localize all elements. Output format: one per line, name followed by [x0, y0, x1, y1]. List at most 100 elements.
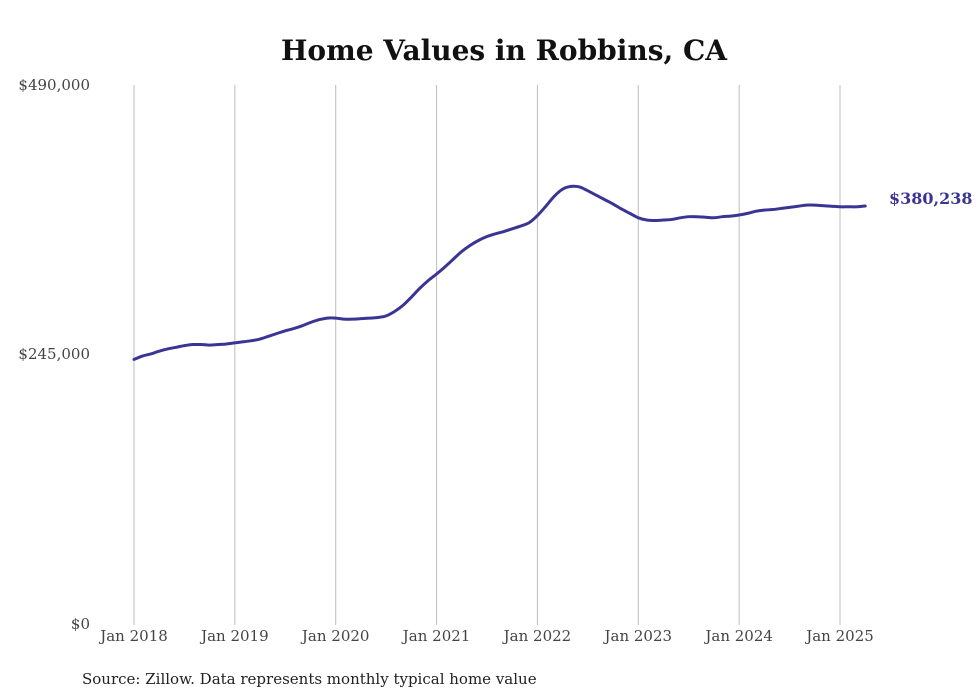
x-tick-label-2024-01: Jan 2024 — [703, 627, 773, 645]
data-point-2020-08 — [393, 310, 396, 313]
data-point-2020-10 — [410, 296, 413, 299]
data-point-2021-10 — [511, 227, 514, 230]
data-point-2018-09 — [200, 343, 203, 346]
x-tick-label-2020-01: Jan 2020 — [300, 627, 370, 645]
data-point-2022-04 — [561, 188, 564, 191]
data-point-2023-04 — [662, 219, 665, 222]
chart-title: Home Values in Robbins, CA — [281, 34, 728, 67]
data-point-2020-06 — [376, 316, 379, 319]
data-point-2024-08 — [796, 205, 799, 208]
data-point-2022-07 — [586, 189, 589, 192]
data-point-2020-07 — [385, 314, 388, 317]
data-point-2019-04 — [259, 338, 262, 341]
data-point-2025-04 — [864, 204, 867, 207]
data-point-2022-03 — [553, 195, 556, 198]
data-point-2021-01 — [435, 273, 438, 276]
x-tick-label-2019-01: Jan 2019 — [199, 627, 269, 645]
data-point-2018-12 — [225, 342, 228, 345]
data-point-2025-02 — [847, 205, 850, 208]
data-point-2021-07 — [486, 235, 489, 238]
data-point-2019-08 — [292, 327, 295, 330]
data-point-2019-11 — [317, 318, 320, 321]
data-point-2022-08 — [595, 194, 598, 197]
data-point-2018-07 — [183, 344, 186, 347]
data-point-2019-02 — [242, 340, 245, 343]
data-point-2020-01 — [334, 317, 337, 320]
data-point-2018-11 — [217, 343, 220, 346]
data-point-2024-01 — [738, 214, 741, 217]
data-point-2021-08 — [494, 232, 497, 235]
data-point-2023-02 — [645, 219, 648, 222]
data-point-2020-05 — [368, 317, 371, 320]
data-point-2019-09 — [301, 324, 304, 327]
series-layer — [132, 184, 867, 361]
data-point-2020-02 — [343, 318, 346, 321]
data-point-2018-04 — [158, 350, 161, 353]
x-tick-label-2025-01: Jan 2025 — [804, 627, 874, 645]
data-point-2023-01 — [637, 216, 640, 219]
data-point-2022-02 — [544, 205, 547, 208]
data-point-2022-06 — [578, 185, 581, 188]
data-point-2021-11 — [519, 225, 522, 228]
data-point-2023-11 — [721, 215, 724, 218]
data-point-2019-03 — [250, 339, 253, 342]
data-point-2023-06 — [679, 216, 682, 219]
data-point-2022-01 — [536, 214, 539, 217]
end-value-label: $380,238 — [889, 189, 973, 208]
y-tick-label-490000: $490,000 — [18, 76, 90, 94]
data-point-2024-04 — [763, 209, 766, 212]
data-point-2020-11 — [418, 287, 421, 290]
data-point-2019-06 — [275, 332, 278, 335]
data-point-2024-10 — [813, 204, 816, 207]
x-tick-label-2023-01: Jan 2023 — [603, 627, 673, 645]
data-point-2019-07 — [284, 329, 287, 332]
y-tick-label-245000: $245,000 — [18, 345, 90, 363]
data-point-2023-12 — [729, 215, 732, 218]
data-point-2019-05 — [267, 335, 270, 338]
data-point-2020-04 — [359, 317, 362, 320]
data-point-2018-10 — [208, 344, 211, 347]
x-tick-label-2018-01: Jan 2018 — [98, 627, 168, 645]
data-point-2024-03 — [754, 210, 757, 213]
data-point-2024-02 — [746, 212, 749, 215]
source-note: Source: Zillow. Data represents monthly … — [82, 670, 537, 688]
data-point-2021-06 — [477, 239, 480, 242]
data-point-2024-09 — [805, 204, 808, 207]
data-point-2018-05 — [166, 347, 169, 350]
data-point-2022-05 — [570, 185, 573, 188]
x-tick-label-2022-01: Jan 2022 — [502, 627, 572, 645]
data-point-2021-03 — [452, 258, 455, 261]
data-point-2024-06 — [780, 207, 783, 210]
data-point-2024-07 — [788, 206, 791, 209]
data-point-2018-08 — [191, 343, 194, 346]
data-point-2020-12 — [427, 279, 430, 282]
data-point-2021-12 — [528, 221, 531, 224]
data-point-2023-07 — [687, 215, 690, 218]
data-point-2018-01 — [133, 358, 136, 361]
data-point-2020-03 — [351, 318, 354, 321]
data-point-2022-11 — [620, 207, 623, 210]
data-point-2019-12 — [326, 317, 329, 320]
data-point-2021-02 — [443, 265, 446, 268]
data-point-2024-05 — [771, 208, 774, 211]
x-tick-label-2021-01: Jan 2021 — [401, 627, 471, 645]
data-point-2023-10 — [712, 216, 715, 219]
x-axis-tick-labels: Jan 2018 Jan 2019 Jan 2020 Jan 2021 Jan 2022… — [98, 627, 874, 645]
grid-lines — [133, 85, 841, 625]
y-tick-label-0: $0 — [71, 615, 90, 633]
data-point-2018-02 — [141, 355, 144, 358]
data-point-2021-04 — [460, 250, 463, 253]
data-point-2022-09 — [603, 198, 606, 201]
data-point-2021-09 — [502, 230, 505, 233]
data-point-2020-09 — [401, 304, 404, 307]
data-point-2021-05 — [469, 244, 472, 247]
data-point-2025-01 — [839, 205, 842, 208]
data-point-2023-09 — [704, 216, 707, 219]
series-line-0 — [132, 184, 867, 361]
data-point-2022-12 — [628, 212, 631, 215]
data-point-2023-05 — [670, 218, 673, 221]
data-point-2018-03 — [149, 352, 152, 355]
data-point-2024-12 — [830, 205, 833, 208]
data-point-2019-01 — [233, 341, 236, 344]
